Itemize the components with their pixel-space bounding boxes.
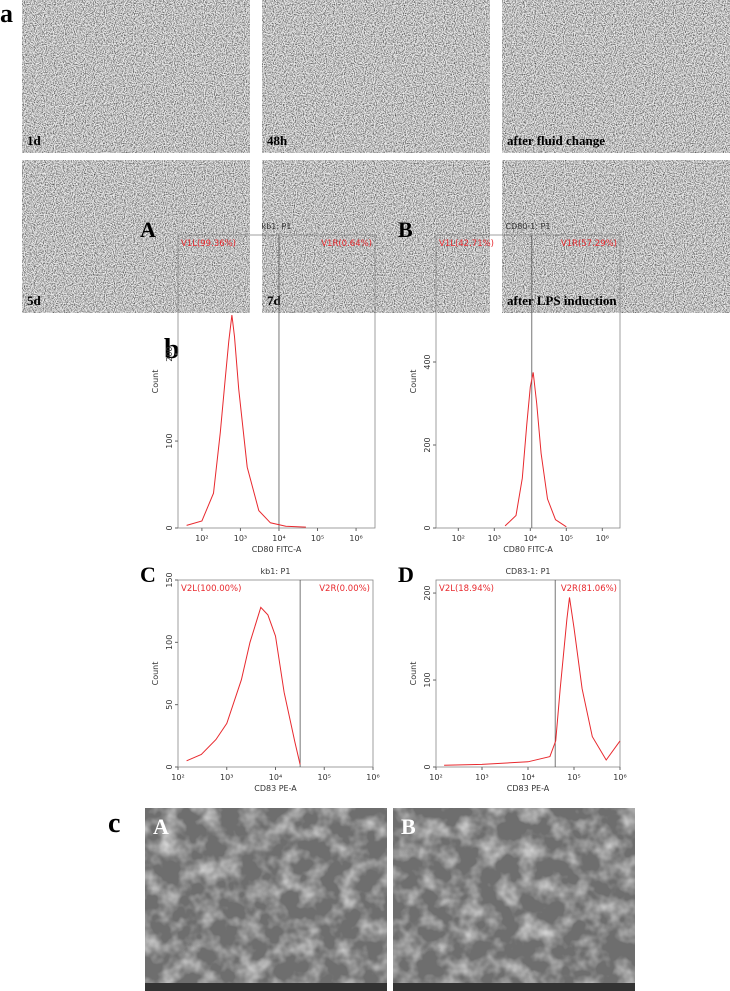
image-label: B [401, 814, 416, 839]
y-axis-label: Count [409, 370, 418, 394]
micrograph-texture [502, 0, 730, 153]
image-label: 7d [267, 293, 282, 308]
x-axis-label: CD83 PE-A [507, 784, 550, 793]
sem-info-bar [393, 983, 635, 991]
x-tick-label: 10⁶ [596, 534, 609, 543]
panel-letter: B [398, 217, 413, 242]
y-tick-label: 100 [165, 635, 174, 650]
plot-frame [435, 234, 621, 529]
micrograph-texture [22, 0, 250, 153]
x-tick-label: 10³ [475, 773, 488, 782]
image-label: 48h [267, 133, 288, 148]
gate-label: V1R(0.64%) [321, 239, 372, 249]
image-label: 5d [27, 293, 42, 308]
sem-texture [145, 808, 387, 991]
x-tick-label: 10⁴ [521, 773, 534, 782]
y-axis-label: Count [151, 370, 160, 394]
x-tick-label: 10³ [220, 773, 233, 782]
x-tick-label: 10² [452, 534, 465, 543]
y-tick-label: 50 [165, 700, 174, 710]
gate-label: V1L(99.36%) [181, 239, 236, 249]
chart-title: CD83-1: P1 [505, 567, 550, 576]
x-tick-label: 10⁶ [613, 773, 626, 782]
gate-label: V1L(42.71%) [439, 239, 494, 249]
x-axis-label: CD80 FITC-A [503, 545, 553, 554]
y-tick-label: 400 [423, 354, 432, 369]
chart-title: kb1: P1 [262, 222, 292, 231]
x-tick-label: 10⁵ [567, 773, 580, 782]
sem-texture [393, 808, 635, 991]
x-tick-label: 10² [429, 773, 442, 782]
x-tick-label: 10³ [234, 534, 247, 543]
histogram-line [504, 372, 567, 528]
x-tick-label: 10⁵ [560, 534, 573, 543]
chart-title: kb1: P1 [261, 567, 291, 576]
x-tick-label: 10⁴ [269, 773, 282, 782]
gate-label: V2L(18.94%) [439, 584, 494, 594]
image-label: A [153, 814, 169, 839]
panel-letter: c [108, 808, 120, 839]
y-axis-label: Count [151, 662, 160, 686]
histogram-line [444, 597, 621, 766]
x-axis-label: CD83 PE-A [254, 784, 297, 793]
micrograph-texture [262, 160, 490, 313]
y-tick-label: 100 [423, 672, 432, 687]
y-tick-label: 0 [165, 525, 174, 530]
y-tick-label: 200 [423, 437, 432, 452]
x-tick-label: 10⁶ [349, 534, 362, 543]
y-tick-label: 0 [165, 764, 174, 769]
chart-title: CD80-1: P1 [505, 222, 550, 231]
gate-label: V2R(81.06%) [561, 584, 617, 594]
y-tick-label: 200 [165, 346, 174, 361]
panel-letter: A [140, 217, 156, 242]
x-tick-label: 10² [171, 773, 184, 782]
panel-letter: a [0, 0, 13, 28]
x-tick-label: 10⁵ [318, 773, 331, 782]
image-label: after fluid change [507, 133, 605, 148]
x-tick-label: 10² [195, 534, 208, 543]
y-tick-label: 200 [423, 585, 432, 600]
plot-frame [435, 579, 621, 768]
gate-label: V2L(100.00%) [181, 584, 241, 594]
panel-letter: D [398, 562, 414, 587]
x-tick-label: 10⁶ [366, 773, 379, 782]
histogram-line [186, 606, 301, 765]
x-tick-label: 10⁵ [311, 534, 324, 543]
image-label: after LPS induction [507, 293, 617, 308]
y-tick-label: 150 [165, 572, 174, 587]
sem-info-bar [145, 983, 387, 991]
y-axis-label: Count [409, 662, 418, 686]
y-tick-label: 0 [423, 764, 432, 769]
x-tick-label: 10⁴ [272, 534, 285, 543]
y-tick-label: 0 [423, 525, 432, 530]
panel-letter: b [164, 334, 180, 365]
panel-letter: C [140, 562, 156, 587]
gate-label: V2R(0.00%) [319, 584, 370, 594]
micrograph-texture [22, 160, 250, 313]
gate-label: V1R(57.29%) [561, 239, 617, 249]
plot-frame [177, 579, 374, 768]
y-tick-label: 100 [165, 433, 174, 448]
micrograph-texture [502, 160, 730, 313]
histogram-line [186, 314, 306, 528]
x-tick-label: 10³ [488, 534, 501, 543]
x-axis-label: CD80 FITC-A [252, 545, 302, 554]
micrograph-texture [262, 0, 490, 153]
image-label: 1d [27, 133, 42, 148]
plot-frame [177, 234, 376, 529]
x-tick-label: 10⁴ [524, 534, 537, 543]
